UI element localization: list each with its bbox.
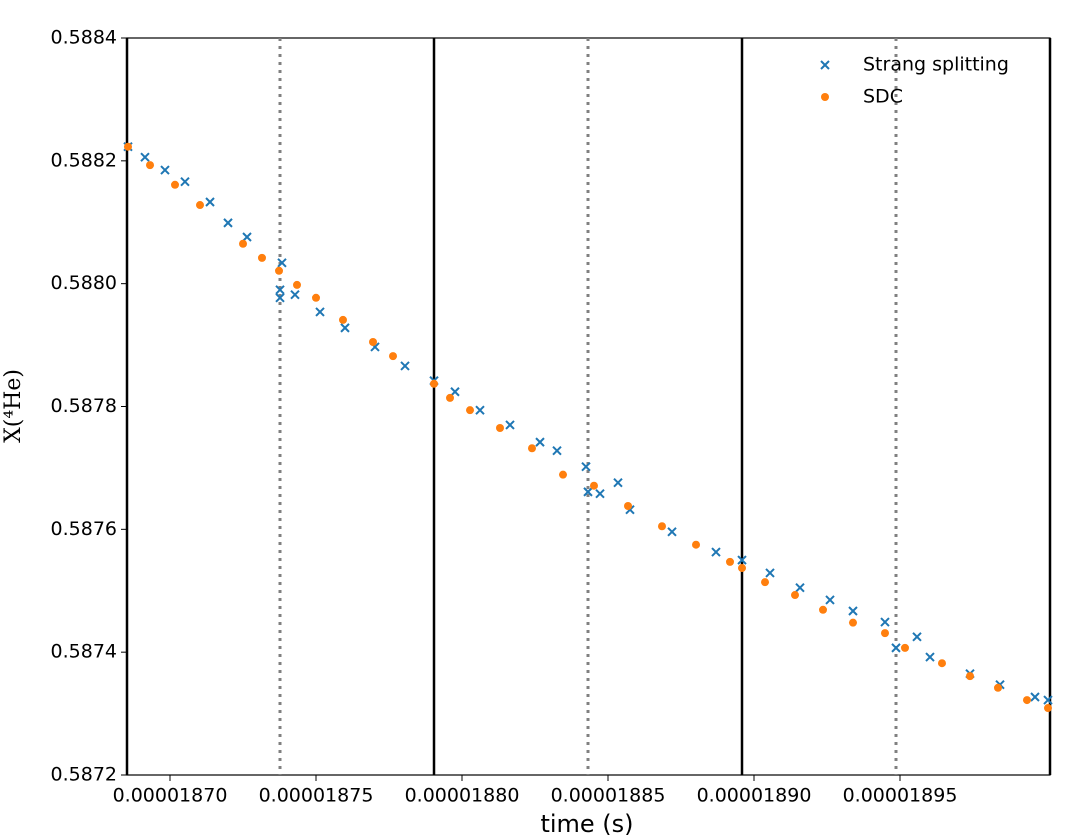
x-tick-label: 0.00001870: [113, 785, 228, 807]
point: [738, 564, 747, 573]
point: [552, 446, 562, 456]
point: [293, 280, 302, 289]
point: [937, 659, 946, 668]
point: [657, 522, 666, 531]
x-axis-label: time (s): [540, 810, 633, 838]
x-tick-label: 0.00001880: [405, 785, 520, 807]
point: [891, 643, 901, 653]
point: [583, 487, 593, 497]
point: [400, 361, 410, 371]
point: [880, 629, 889, 638]
point: [369, 338, 378, 347]
legend-marker: [821, 93, 829, 101]
y-axis-label: X(⁴He): [1, 369, 26, 443]
point: [1030, 692, 1040, 702]
point: [290, 290, 300, 300]
point: [1043, 704, 1052, 713]
y-tick-label: 0.5880: [51, 272, 117, 294]
x-tick-label: 0.00001890: [697, 785, 812, 807]
point: [446, 393, 455, 402]
point: [146, 161, 155, 170]
x-tick-label: 0.00001875: [259, 785, 374, 807]
point: [171, 180, 180, 189]
point: [195, 201, 204, 210]
y-tick-label: 0.5874: [51, 641, 117, 663]
point: [848, 606, 858, 616]
point: [848, 618, 857, 627]
point: [275, 285, 285, 295]
legend-marker: [820, 60, 830, 70]
point: [667, 527, 677, 537]
point: [880, 617, 890, 627]
point: [726, 557, 735, 566]
point: [495, 423, 504, 432]
point: [925, 652, 935, 662]
point: [613, 477, 623, 488]
point: [466, 406, 475, 415]
point: [1022, 696, 1031, 705]
y-tick-label: 0.5882: [51, 149, 117, 171]
point: [737, 555, 747, 565]
point: [430, 379, 439, 388]
point: [790, 591, 799, 600]
point: [711, 547, 721, 557]
point: [559, 470, 568, 479]
legend-label: SDC: [863, 86, 903, 108]
point: [819, 605, 828, 614]
y-tick-label: 0.5878: [51, 395, 117, 417]
point: [239, 239, 248, 248]
point: [761, 578, 770, 587]
point: [900, 643, 909, 652]
point: [692, 540, 701, 549]
point: [205, 197, 215, 207]
point: [312, 293, 321, 302]
point: [535, 437, 545, 447]
point: [140, 152, 150, 162]
point: [795, 582, 805, 593]
point: [589, 481, 598, 490]
point: [389, 352, 398, 361]
point: [277, 258, 287, 268]
point: [765, 568, 775, 578]
y-tick-label: 0.5884: [51, 27, 117, 49]
point: [505, 420, 515, 430]
point: [912, 632, 922, 642]
point: [242, 232, 252, 242]
point: [160, 165, 170, 175]
point: [450, 387, 460, 397]
point: [315, 307, 325, 317]
point: [275, 293, 285, 303]
point: [340, 323, 350, 333]
point: [257, 253, 266, 262]
y-tick-label: 0.5872: [51, 764, 117, 786]
point: [338, 315, 347, 324]
point: [825, 595, 835, 605]
point: [275, 266, 284, 275]
point: [527, 444, 536, 453]
x-tick-label: 0.00001885: [551, 785, 666, 807]
x-tick-label: 0.00001895: [843, 785, 958, 807]
y-tick-label: 0.5876: [51, 518, 117, 540]
point: [180, 177, 190, 187]
point: [965, 672, 974, 681]
point: [1043, 695, 1053, 705]
point: [993, 683, 1002, 692]
point: [624, 501, 633, 510]
legend-label: Strang splitting: [863, 54, 1009, 76]
point: [223, 218, 233, 228]
point: [595, 489, 605, 499]
point: [123, 142, 132, 151]
point: [581, 461, 591, 472]
point: [475, 405, 485, 415]
